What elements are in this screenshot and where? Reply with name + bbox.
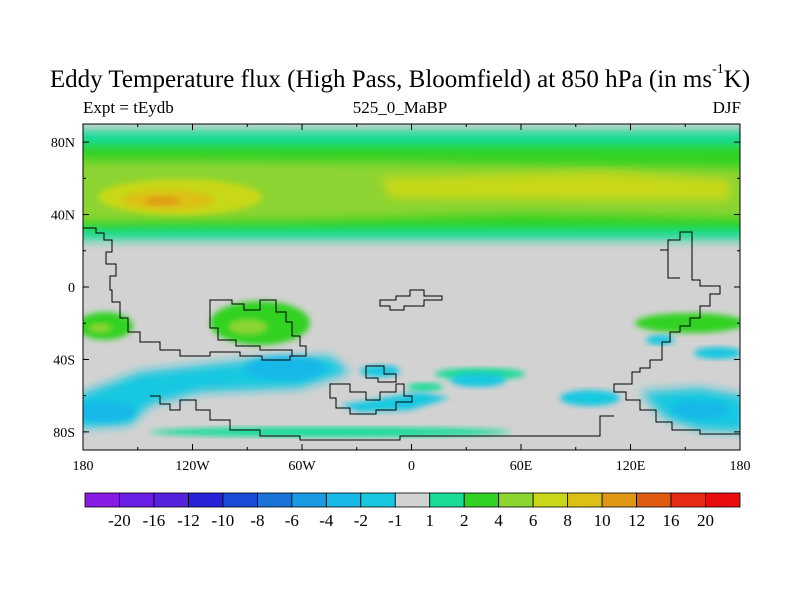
colorbar-swatch — [188, 492, 224, 508]
colorbar-swatch — [636, 492, 672, 508]
y-tick-label: 80S — [53, 426, 75, 441]
x-tick-label: 120W — [175, 459, 210, 474]
x-tick-label: 0 — [408, 459, 415, 474]
coast-atlantic-island — [329, 383, 413, 415]
colorbar-label: -10 — [212, 511, 235, 530]
coast-south-america — [209, 299, 307, 357]
colorbar-label: 20 — [697, 511, 714, 530]
x-axis: 180 120W 60W 0 60E 120E 180 — [73, 124, 751, 474]
coast-southern-isle — [365, 365, 397, 383]
colorbar-swatch — [670, 492, 706, 508]
season-label: DJF — [712, 98, 741, 117]
y-tick-label: 40S — [53, 353, 75, 368]
x-tick-label: 120E — [616, 459, 646, 474]
field-atlantic-negative — [340, 392, 450, 412]
coast-africa — [379, 289, 443, 311]
land-outlines — [83, 227, 740, 441]
colorbar-label: -16 — [143, 511, 166, 530]
colorbar-swatch — [705, 492, 741, 508]
colorbar-swatch — [463, 492, 500, 508]
colorbar-swatch — [429, 492, 465, 508]
colorbar-label: 1 — [425, 511, 434, 530]
map-plot-area — [83, 124, 740, 450]
coast-australia-stub — [667, 240, 680, 279]
x-tick-label: 60E — [510, 459, 533, 474]
case-label: 525_0_MaBP — [352, 98, 448, 117]
y-tick-label: 0 — [68, 281, 75, 296]
colorbar-swatch — [222, 492, 258, 508]
x-tick-label: 180 — [730, 459, 751, 474]
colorbar-swatch — [498, 492, 534, 508]
colorbar-label: -2 — [354, 511, 368, 530]
colorbar-label: -6 — [285, 511, 299, 530]
colorbar-label: 8 — [563, 511, 572, 530]
colorbar-swatch — [532, 492, 569, 508]
colorbar-swatch — [360, 492, 396, 508]
field-indian-ocean-positive — [635, 313, 740, 333]
colorbar-label: -8 — [250, 511, 264, 530]
coast-antarctica — [150, 395, 614, 441]
experiment-label: Expt = tEydb — [83, 98, 174, 117]
colorbar-label: 4 — [494, 511, 503, 530]
x-tick-label: 60W — [288, 459, 316, 474]
y-tick-label: 40N — [51, 209, 75, 224]
colorbar-swatch — [256, 492, 293, 508]
colorbar-swatch — [394, 492, 431, 508]
y-tick-label: 80N — [51, 136, 75, 151]
north-band-fields — [83, 130, 740, 240]
colorbar-swatch — [291, 492, 327, 508]
coast-west-pacific — [83, 227, 300, 361]
colorbar-label: -1 — [388, 511, 402, 530]
colorbar-label: -4 — [319, 511, 334, 530]
field-contour-10-12 — [144, 197, 180, 205]
south-positive-fields — [83, 301, 740, 437]
coast-east-asia — [613, 231, 740, 435]
colorbar-label: 10 — [594, 511, 611, 530]
colorbar-swatch — [601, 492, 637, 508]
colorbar-label: 12 — [628, 511, 645, 530]
colorbar-label: 16 — [663, 511, 680, 530]
x-tick-label: 180 — [73, 459, 94, 474]
colorbar-swatch — [325, 492, 362, 508]
map-title: Eddy Temperature flux (High Pass, Bloomf… — [49, 62, 751, 93]
field-contour-6-8-east — [380, 172, 730, 200]
colorbar-swatch — [119, 492, 155, 508]
colorbar-label: -20 — [108, 511, 131, 530]
colorbar: -20 -16 -12 -10 -8 -6 -4 -2 -1 1 2 4 6 8 10 12 16 20 — [84, 492, 741, 530]
colorbar-swatch — [567, 492, 603, 508]
colorbar-label: 6 — [529, 511, 538, 530]
y-axis: 80N 40N 0 40S 80S — [51, 136, 740, 441]
colorbar-swatch — [153, 492, 189, 508]
colorbar-swatch — [84, 492, 120, 508]
colorbar-label: 2 — [460, 511, 469, 530]
colorbar-label: -12 — [177, 511, 200, 530]
